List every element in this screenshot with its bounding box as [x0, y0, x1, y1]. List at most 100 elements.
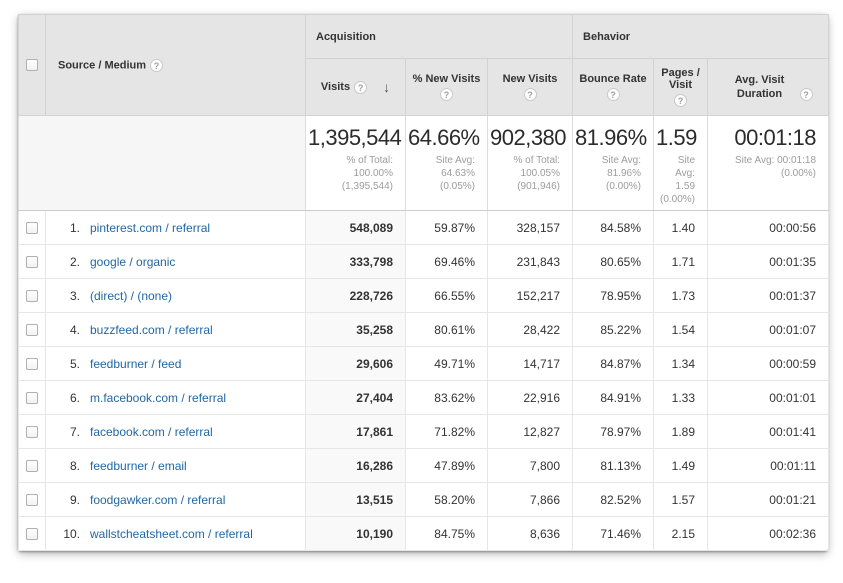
help-icon[interactable]: ?	[674, 94, 688, 107]
avg-duration-label: Avg. Visit Duration	[734, 74, 785, 100]
table-row: 1. pinterest.com / referral 548,089 59.87…	[18, 210, 830, 245]
pages-visit-value: 1.89	[653, 414, 709, 449]
column-header-avg-duration[interactable]: Avg. Visit Duration?	[707, 58, 830, 116]
row-checkbox[interactable]	[26, 528, 38, 541]
pct-new-visits-value: 71.82%	[405, 414, 488, 449]
visits-value: 16,286	[305, 448, 406, 483]
source-medium-link[interactable]: (direct) / (none)	[90, 288, 173, 303]
row-checkbox[interactable]	[26, 494, 38, 507]
summary-pages-subtext: Site Avg: 1.59 (0.00%)	[660, 155, 696, 205]
row-checkbox[interactable]	[26, 426, 38, 439]
bounce-rate-value: 71.46%	[572, 516, 655, 551]
summary-visits-value: 1,395,544	[308, 125, 402, 150]
pct-new-visits-value: 58.20%	[405, 482, 488, 517]
source-medium-link[interactable]: feedburner / email	[90, 458, 187, 473]
pages-visit-value: 1.33	[653, 380, 709, 415]
visits-value: 228,726	[305, 278, 406, 313]
avg-duration-value: 00:00:56	[707, 210, 830, 245]
summary-new-visits-subtext: % of Total: 100.05% (901,946)	[513, 155, 561, 192]
pct-new-visits-value: 59.87%	[405, 210, 488, 245]
avg-duration-value: 00:01:41	[707, 414, 830, 449]
row-rank: 2.	[69, 254, 80, 269]
column-header-bounce-rate[interactable]: Bounce Rate?	[572, 58, 655, 116]
new-visits-value: 12,827	[486, 414, 574, 449]
row-checkbox[interactable]	[26, 324, 38, 337]
source-medium-link[interactable]: foodgawker.com / referral	[90, 492, 226, 507]
row-checkbox[interactable]	[26, 222, 38, 235]
source-medium-link[interactable]: buzzfeed.com / referral	[90, 322, 213, 337]
source-medium-link[interactable]: google / organic	[90, 254, 176, 269]
source-medium-link[interactable]: pinterest.com / referral	[90, 220, 211, 235]
pct-new-visits-value: 80.61%	[405, 312, 488, 347]
row-checkbox[interactable]	[26, 460, 38, 473]
visits-label: Visits	[320, 81, 351, 93]
row-rank: 6.	[69, 390, 80, 405]
new-visits-value: 28,422	[486, 312, 574, 347]
acquisition-label: Acquisition	[316, 30, 376, 43]
summary-visits: 1,395,544 % of Total: 100.00% (1,395,544…	[305, 115, 406, 211]
row-checkbox[interactable]	[26, 392, 38, 405]
bounce-rate-value: 78.97%	[572, 414, 655, 449]
row-rank: 7.	[69, 424, 80, 439]
visits-value: 13,515	[305, 482, 406, 517]
summary-pages-visit: 1.59 Site Avg: 1.59 (0.00%)	[653, 115, 709, 211]
summary-new-visits: 902,380 % of Total: 100.05% (901,946)	[486, 115, 574, 211]
summary-bounce-subtext: Site Avg: 81.96% (0.00%)	[601, 155, 642, 192]
column-header-row: Visits? ↓ % New Visits? New Visits? Bounc…	[19, 58, 830, 116]
help-icon[interactable]: ?	[523, 88, 537, 101]
bounce-rate-value: 84.91%	[572, 380, 655, 415]
column-header-pages-visit[interactable]: Pages / Visit?	[653, 58, 709, 116]
source-medium-link[interactable]: feedburner / feed	[90, 356, 182, 371]
visits-value: 27,404	[305, 380, 406, 415]
row-checkbox[interactable]	[26, 256, 38, 269]
summary-duration-value: 00:01:18	[734, 125, 817, 150]
row-rank: 10.	[63, 526, 80, 541]
new-visits-value: 14,717	[486, 346, 574, 381]
row-checkbox[interactable]	[26, 358, 38, 371]
group-header-acquisition: Acquisition	[304, 14, 574, 59]
pct-new-visits-value: 84.75%	[405, 516, 488, 551]
table-row: 8. feedburner / email 16,286 47.89% 7,800…	[18, 448, 830, 483]
source-medium-link[interactable]: facebook.com / referral	[90, 424, 213, 439]
column-header-new-visits[interactable]: New Visits?	[486, 58, 574, 116]
visits-value: 35,258	[305, 312, 406, 347]
new-visits-value: 231,843	[486, 244, 574, 279]
column-header-pct-new-visits[interactable]: % New Visits?	[405, 58, 488, 116]
new-visits-value: 152,217	[486, 278, 574, 313]
help-icon[interactable]: ?	[799, 87, 813, 101]
new-visits-value: 7,800	[486, 448, 574, 483]
new-visits-value: 22,916	[486, 380, 574, 415]
summary-pages-value: 1.59	[656, 125, 697, 150]
bounce-rate-value: 80.65%	[572, 244, 655, 279]
row-checkbox[interactable]	[26, 290, 38, 303]
new-visits-value: 328,157	[486, 210, 574, 245]
avg-duration-value: 00:01:01	[707, 380, 830, 415]
column-header-visits[interactable]: Visits? ↓	[305, 58, 406, 116]
help-icon[interactable]: ?	[606, 88, 620, 101]
summary-avg-duration: 00:01:18 Site Avg: 00:01:18 (0.00%)	[707, 115, 830, 211]
help-icon[interactable]: ?	[354, 80, 368, 94]
table-row: 7. facebook.com / referral 17,861 71.82% …	[18, 414, 830, 449]
summary-pct-new-subtext: Site Avg: 64.63% (0.05%)	[435, 155, 475, 192]
help-icon[interactable]: ?	[150, 58, 164, 72]
behavior-label: Behavior	[583, 30, 631, 43]
avg-duration-value: 00:00:59	[707, 346, 830, 381]
pages-visit-value: 1.34	[653, 346, 709, 381]
sort-descending-icon[interactable]: ↓	[383, 79, 391, 95]
pages-visit-value: 1.57	[653, 482, 709, 517]
pages-visit-value: 1.73	[653, 278, 709, 313]
help-icon[interactable]: ?	[440, 88, 453, 101]
column-header-source-medium[interactable]: Source / Medium?	[45, 14, 306, 116]
table-row: 9. foodgawker.com / referral 13,515 58.20…	[18, 482, 830, 517]
source-medium-link[interactable]: wallstcheatsheet.com / referral	[90, 526, 253, 541]
table-row: 3. (direct) / (none) 228,726 66.55% 152,2…	[18, 278, 830, 313]
pages-visit-value: 2.15	[653, 516, 709, 551]
source-medium-link[interactable]: m.facebook.com / referral	[90, 390, 227, 405]
pct-new-visits-label: % New Visits	[412, 73, 481, 85]
summary-bounce-rate: 81.96% Site Avg: 81.96% (0.00%)	[572, 115, 655, 211]
row-rank: 9.	[69, 492, 80, 507]
table-row: 4. buzzfeed.com / referral 35,258 80.61% …	[18, 312, 830, 347]
select-all-checkbox[interactable]	[26, 59, 38, 72]
table-row: 2. google / organic 333,798 69.46% 231,84…	[18, 244, 830, 279]
bounce-rate-value: 84.87%	[572, 346, 655, 381]
